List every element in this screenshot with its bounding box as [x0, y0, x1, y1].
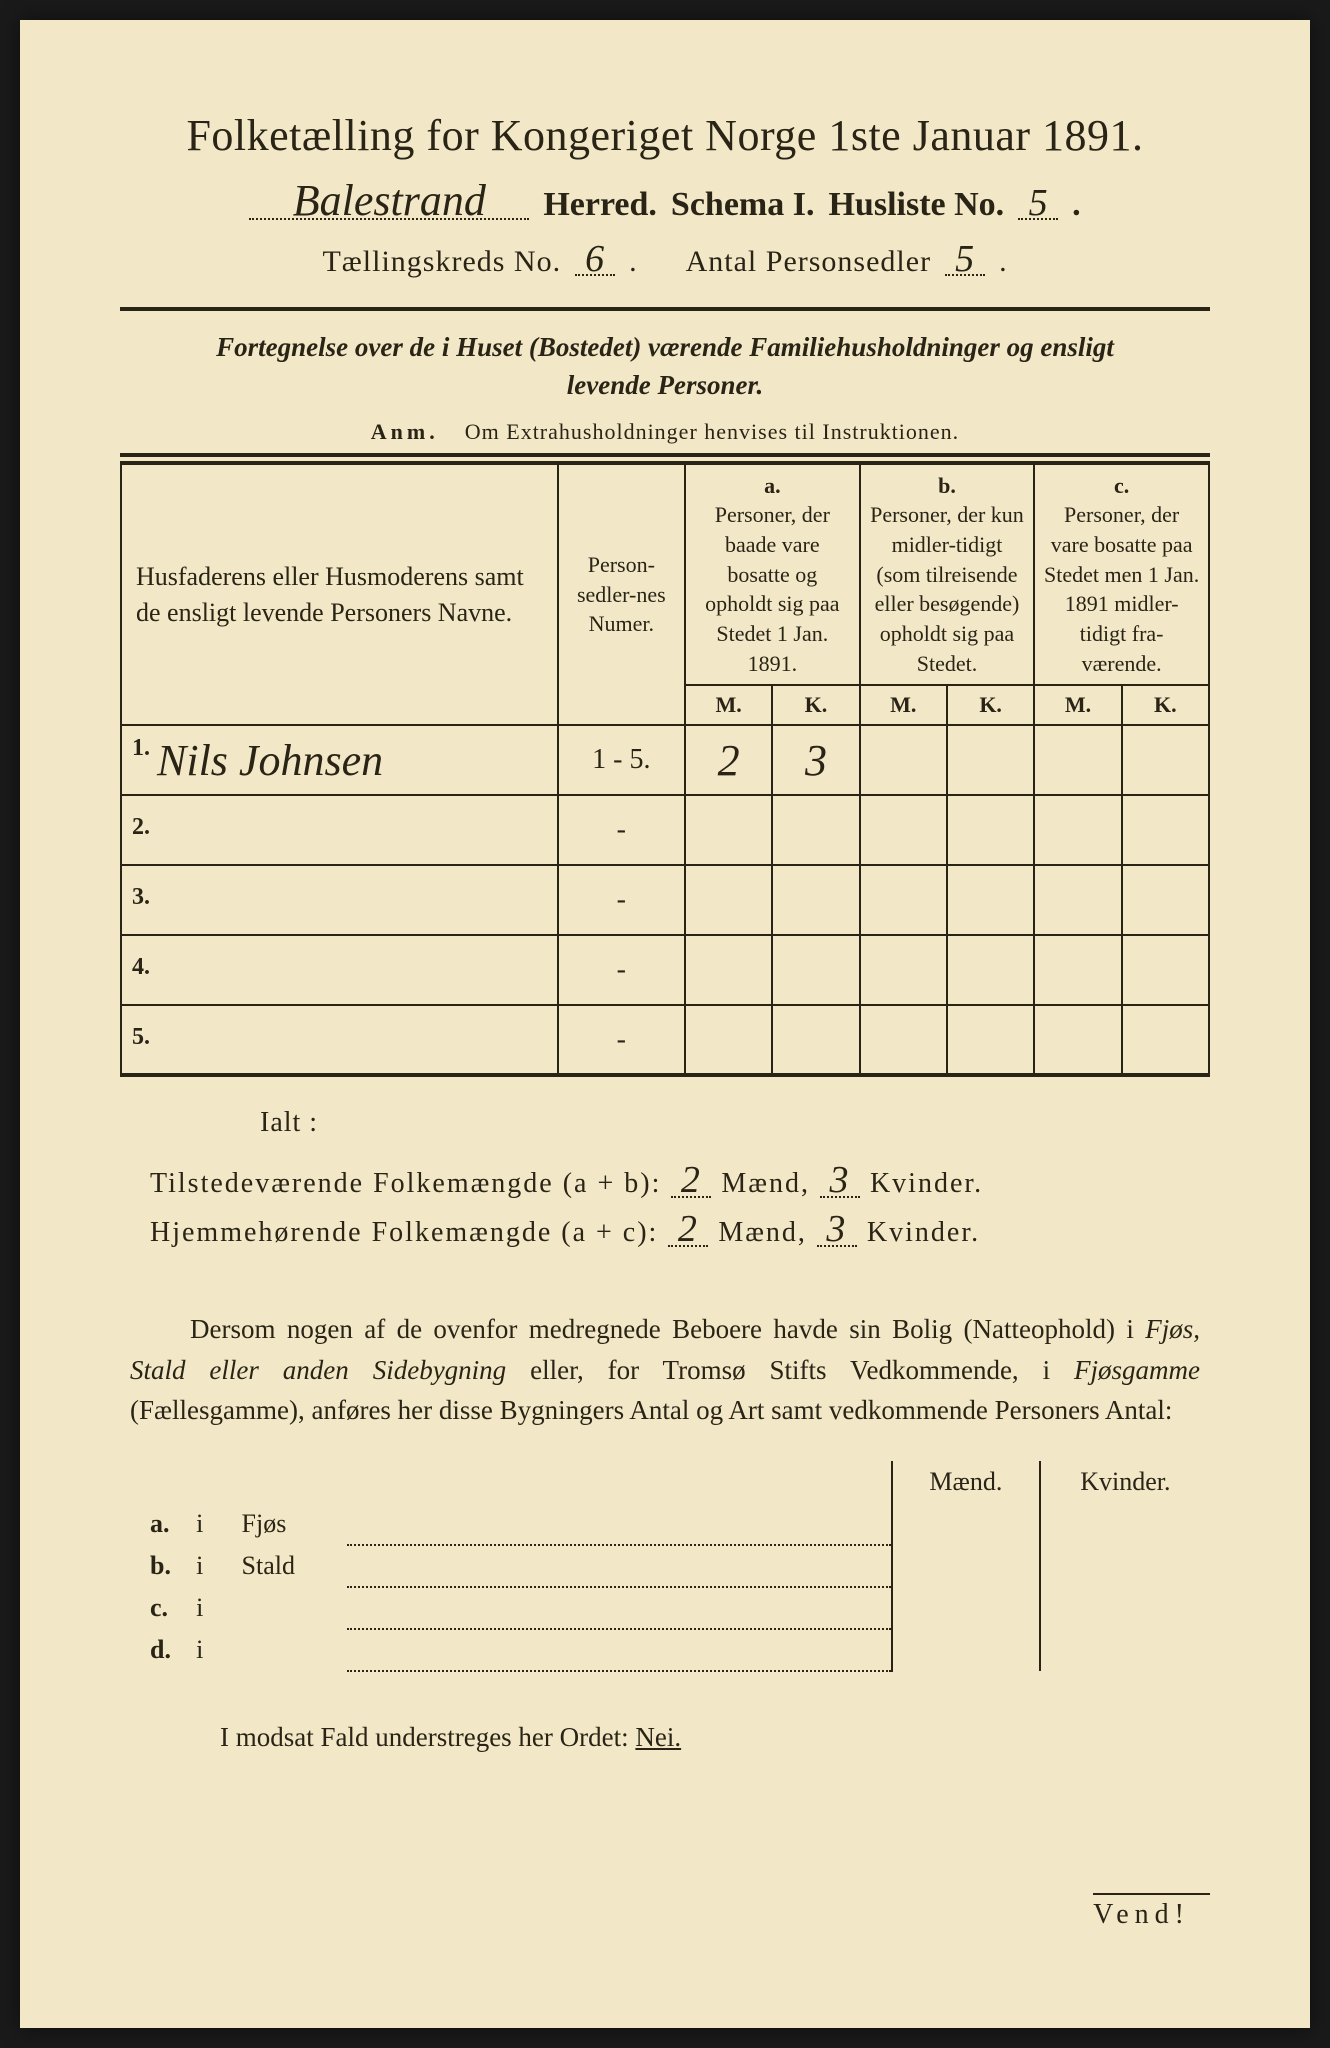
nei-underlined: Nei. — [635, 1722, 681, 1752]
col-a-header: a. Personer, der baade vare bosatte og o… — [685, 464, 860, 686]
table-row: 3. - — [121, 865, 1209, 935]
schema-label: Schema I. — [671, 186, 815, 224]
table-row: 4. - — [121, 935, 1209, 1005]
ialt-label: Ialt : — [260, 1107, 1210, 1139]
col-c-header: c. Personer, der vare bosatte paa Stedet… — [1034, 464, 1209, 686]
total-present-label: Tilstedeværende Folkemængde (a + b): — [150, 1168, 661, 1200]
total-present-m: 2 — [671, 1165, 711, 1197]
anm-line: Anm. Om Extrahusholdninger henvises til … — [120, 419, 1210, 445]
col-b-header: b. Personer, der kun midler-tidigt (som … — [860, 464, 1035, 686]
outbuilding-row: c. i — [120, 1587, 1210, 1629]
herred-handwritten: Balestrand — [249, 183, 529, 220]
total-resident-m: 2 — [668, 1214, 708, 1246]
total-resident-label: Hjemmehørende Folkemængde (a + c): — [150, 1217, 658, 1249]
kreds-no: 6 — [575, 244, 615, 276]
table-row: 5. - — [121, 1005, 1209, 1075]
kvinder-header: Kvinder. — [1040, 1461, 1210, 1503]
outbuilding-row: a. i Fjøs — [120, 1503, 1210, 1545]
modsat-line: I modsat Fald understreges her Ordet: Ne… — [120, 1722, 1210, 1753]
outbuilding-paragraph: Dersom nogen af de ovenfor medregnede Be… — [130, 1309, 1200, 1431]
subtitle: Fortegnelse over de i Huset (Bostedet) v… — [120, 329, 1210, 405]
subtitle-line: Fortegnelse over de i Huset (Bostedet) v… — [216, 332, 1114, 362]
col-b-k: K. — [947, 685, 1034, 725]
kreds-label: Tællingskreds No. — [322, 245, 561, 279]
anm-label: Anm. — [371, 419, 439, 444]
header-line-1: Balestrand Herred. Schema I. Husliste No… — [120, 183, 1210, 224]
total-resident-k: 3 — [817, 1214, 857, 1246]
vend-label: Vend! — [1093, 1893, 1210, 1931]
col-b-m: M. — [860, 685, 947, 725]
col-a-m: M. — [685, 685, 772, 725]
col-c-m: M. — [1034, 685, 1121, 725]
col-a-k: K. — [772, 685, 859, 725]
main-table: Husfaderens eller Husmoderens samt de en… — [120, 463, 1210, 1078]
divider — [120, 307, 1210, 311]
outbuilding-row: b. i Stald — [120, 1545, 1210, 1587]
antal-label: Antal Personsedler — [686, 245, 931, 279]
page-title: Folketælling for Kongeriget Norge 1ste J… — [120, 110, 1210, 161]
col-numer-header: Person-sedler-nes Numer. — [558, 464, 685, 726]
table-row: 2. - — [121, 795, 1209, 865]
antal-no: 5 — [945, 244, 985, 276]
maend-header: Mænd. — [892, 1461, 1040, 1503]
outbuilding-row: d. i — [120, 1629, 1210, 1671]
husliste-no: 5 — [1018, 188, 1058, 220]
table-row: 1. Nils Johnsen 1 - 5. 2 3 — [121, 725, 1209, 795]
husliste-label: Husliste No. — [828, 186, 1004, 224]
total-resident: Hjemmehørende Folkemængde (a + c): 2 Mæn… — [120, 1214, 1210, 1249]
subtitle-line2: levende Personer. — [567, 370, 763, 400]
census-form-page: Folketælling for Kongeriget Norge 1ste J… — [20, 20, 1310, 2028]
header-line-2: Tællingskreds No. 6 . Antal Personsedler… — [120, 244, 1210, 279]
total-present: Tilstedeværende Folkemængde (a + b): 2 M… — [120, 1165, 1210, 1200]
double-rule — [120, 453, 1210, 463]
outbuilding-table: Mænd. Kvinder. a. i Fjøs b. i Stald c. i… — [120, 1461, 1210, 1672]
anm-text: Om Extrahusholdninger henvises til Instr… — [465, 419, 959, 444]
col-c-k: K. — [1122, 685, 1209, 725]
herred-label: Herred. — [543, 186, 657, 224]
col-names-header: Husfaderens eller Husmoderens samt de en… — [121, 464, 558, 726]
total-present-k: 3 — [820, 1165, 860, 1197]
